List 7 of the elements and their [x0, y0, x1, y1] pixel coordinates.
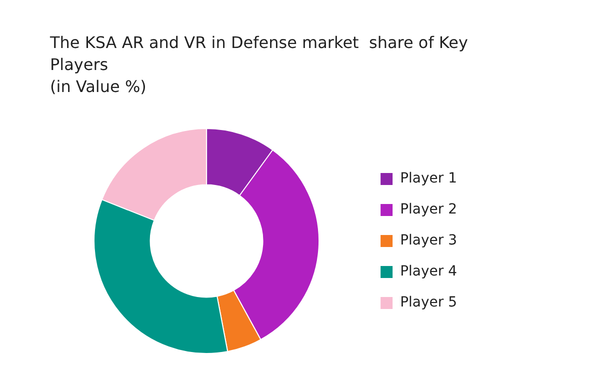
legend-label: Player 2: [400, 202, 458, 218]
chart-title: The KSA AR and VR in Defense market share of Key Players: [50, 32, 469, 76]
legend-label: Player 3: [400, 232, 458, 249]
legend-label: Player 4: [400, 264, 458, 280]
legend-label: Player 1: [400, 170, 458, 187]
legend-label: Player 5: [400, 294, 458, 311]
chart-subtitle: (in Value %): [50, 76, 148, 98]
